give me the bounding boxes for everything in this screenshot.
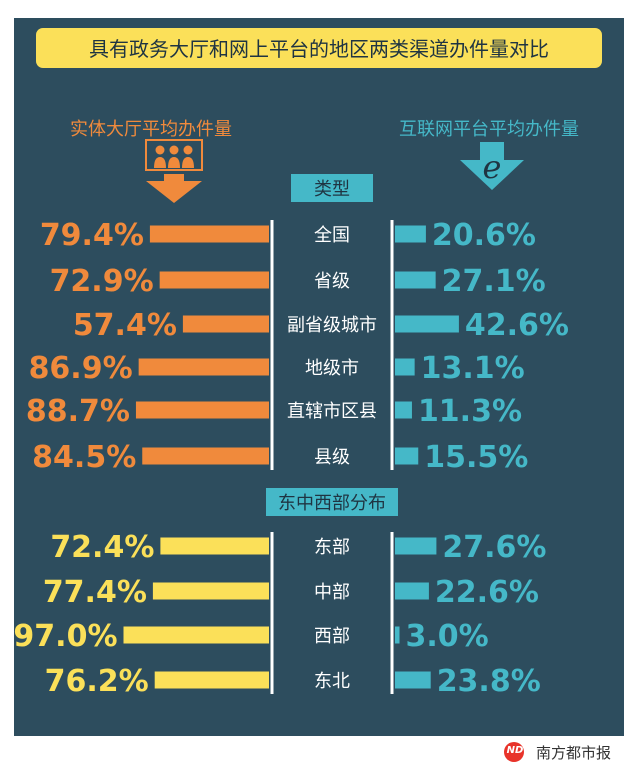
hall-value-0-3: 86.9% <box>29 351 133 386</box>
online-value-1-0: 27.6% <box>442 530 546 565</box>
footer-brand: ND 南方都市报 <box>500 738 611 766</box>
hall-value-0-5: 84.5% <box>32 440 136 475</box>
online-bar-0-0 <box>395 225 426 243</box>
hall-value-1-1: 77.4% <box>43 575 147 610</box>
category-label-0-3: 地级市 <box>305 358 359 379</box>
category-label-0-0: 全国 <box>314 225 350 246</box>
hall-bar-1-2 <box>123 626 269 644</box>
people-group-icon-head-2 <box>183 145 193 155</box>
hall-value-0-0: 79.4% <box>40 218 144 253</box>
people-group-icon-head-0 <box>155 145 165 155</box>
hall-value-1-2: 97.0% <box>14 619 118 654</box>
hall-bar-0-5 <box>142 447 269 465</box>
online-bar-1-2 <box>395 626 400 644</box>
online-value-0-0: 20.6% <box>432 218 536 253</box>
hall-bar-0-3 <box>138 358 269 376</box>
online-value-0-1: 27.1% <box>442 264 546 299</box>
category-label-1-1: 中部 <box>314 582 350 603</box>
people-group-icon-head-1 <box>169 145 179 155</box>
infographic-panel <box>14 18 624 736</box>
online-value-0-3: 13.1% <box>421 351 525 386</box>
online-bar-0-4 <box>395 401 412 419</box>
online-value-1-2: 3.0% <box>406 619 489 654</box>
people-group-icon-frame <box>145 139 203 171</box>
brand-name: 南方都市报 <box>536 743 612 762</box>
people-group-icon-body-1 <box>168 157 180 168</box>
category-label-1-0: 东部 <box>314 537 350 558</box>
online-bar-0-1 <box>395 271 436 289</box>
online-bar-1-1 <box>395 582 429 600</box>
title-banner <box>36 28 602 68</box>
hall-bar-0-1 <box>159 271 269 289</box>
hall-value-0-2: 57.4% <box>73 308 177 343</box>
online-heading: 互联网平台平均办件量 <box>399 119 579 140</box>
chart-title: 具有政务大厅和网上平台的地区两类渠道办件量对比 <box>89 37 549 61</box>
people-group-icon-body-0 <box>154 157 166 168</box>
category-label-0-4: 直辖市区县 <box>287 401 377 422</box>
online-value-1-3: 23.8% <box>437 664 541 699</box>
category-label-1-2: 西部 <box>314 626 350 647</box>
hall-bar-0-0 <box>149 225 269 243</box>
online-bar-0-5 <box>395 447 419 465</box>
people-group-icon-body-2 <box>182 157 194 168</box>
online-bar-1-0 <box>395 537 437 555</box>
group-label-0: 类型 <box>314 179 350 200</box>
group-label-1: 东中西部分布 <box>278 493 386 514</box>
hall-bar-0-4 <box>135 401 269 419</box>
newspaper-logo-icon: ND <box>500 741 530 763</box>
down-arrow-icon-right <box>460 142 524 190</box>
online-value-0-2: 42.6% <box>465 308 569 343</box>
hall-value-1-3: 76.2% <box>45 664 149 699</box>
hall-value-1-0: 72.4% <box>50 530 154 565</box>
e-internet-icon: e <box>483 148 502 186</box>
group-label-bg-0 <box>291 174 373 202</box>
category-label-0-1: 省级 <box>314 271 350 292</box>
hall-bar-0-2 <box>182 315 269 333</box>
category-label-0-2: 副省级城市 <box>287 315 377 336</box>
online-bar-1-3 <box>395 671 431 689</box>
hall-bar-1-1 <box>152 582 269 600</box>
category-label-0-5: 县级 <box>314 447 350 468</box>
online-value-0-5: 15.5% <box>424 440 528 475</box>
online-bar-0-2 <box>395 315 459 333</box>
hall-bar-1-0 <box>160 537 269 555</box>
online-value-0-4: 11.3% <box>418 394 522 429</box>
logo-text: ND <box>506 745 524 756</box>
hall-value-0-1: 72.9% <box>50 264 154 299</box>
group-label-bg-1 <box>266 488 398 516</box>
hall-bar-1-3 <box>154 671 269 689</box>
down-arrow-icon-left <box>146 174 202 203</box>
online-bar-0-3 <box>395 358 415 376</box>
hall-value-0-4: 88.7% <box>26 394 130 429</box>
category-label-1-3: 东北 <box>314 671 350 692</box>
hall-heading: 实体大厅平均办件量 <box>70 119 232 140</box>
online-value-1-1: 22.6% <box>435 575 539 610</box>
